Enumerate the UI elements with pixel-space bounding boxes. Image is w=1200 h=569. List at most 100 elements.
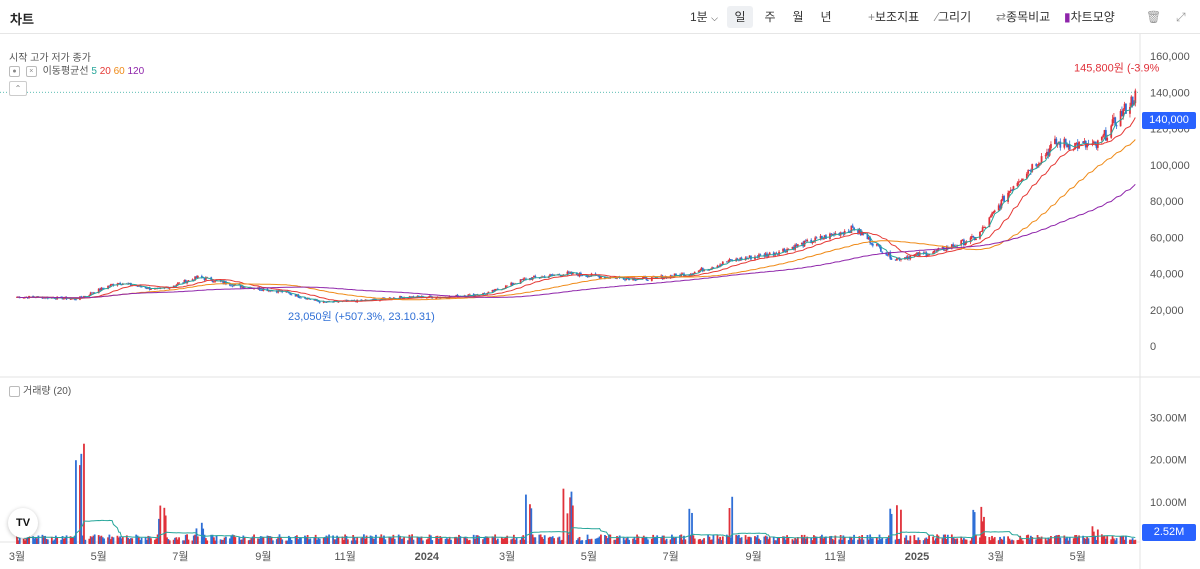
volume-bar bbox=[435, 536, 438, 544]
volume-bar bbox=[774, 540, 776, 544]
candle-body bbox=[32, 295, 34, 297]
volume-bar bbox=[989, 540, 992, 544]
volume-tick-label: 30.00M bbox=[1150, 412, 1187, 424]
volume-bar bbox=[1084, 538, 1087, 544]
candle-body bbox=[289, 292, 292, 295]
period-year[interactable]: 년 bbox=[820, 10, 832, 24]
volume-bar bbox=[772, 536, 775, 544]
volume-bar bbox=[829, 536, 831, 544]
candle-body bbox=[492, 289, 495, 292]
trash-icon[interactable]: 🗑 bbox=[1146, 10, 1162, 24]
period-day[interactable]: 일 bbox=[727, 6, 753, 28]
volume-bar bbox=[192, 535, 195, 544]
candle-body bbox=[1055, 138, 1058, 145]
candle-body bbox=[783, 248, 786, 251]
candle-body bbox=[1029, 170, 1032, 172]
expand-icon[interactable]: ⤢ bbox=[1176, 10, 1186, 24]
candle-body bbox=[598, 276, 601, 279]
candle-body bbox=[804, 240, 807, 242]
volume-bar bbox=[458, 534, 460, 544]
volume-bar bbox=[875, 537, 878, 544]
candle-body bbox=[1111, 119, 1114, 126]
volume-bar bbox=[539, 534, 542, 544]
stock-chart[interactable]: 020,00040,00060,00080,000100,000120,0001… bbox=[0, 34, 1200, 569]
interval-dropdown[interactable]: 1분 ⌵ bbox=[684, 6, 724, 28]
date-tick-label: 11월 bbox=[334, 550, 356, 563]
volume-bar bbox=[932, 536, 934, 544]
volume-bar bbox=[973, 512, 976, 544]
candle-body bbox=[971, 236, 973, 238]
ma-20: 20 bbox=[99, 66, 111, 77]
volume-bar bbox=[1008, 538, 1011, 544]
volume-bar bbox=[581, 540, 584, 544]
volume-bar bbox=[661, 535, 664, 544]
indicator-button[interactable]: +보조지표 bbox=[862, 6, 925, 28]
volume-bar bbox=[767, 539, 770, 544]
date-tick-label: 11월 bbox=[825, 550, 847, 563]
volume-bar bbox=[604, 535, 606, 544]
compare-button[interactable]: ⇄종목비교 bbox=[990, 6, 1056, 28]
tradingview-logo[interactable]: TV bbox=[8, 508, 38, 538]
date-tick-label: 9월 bbox=[255, 550, 271, 563]
volume-bar bbox=[699, 538, 701, 544]
volume-bar bbox=[1054, 535, 1056, 544]
volume-bar bbox=[261, 536, 263, 544]
volume-bar bbox=[345, 535, 348, 544]
candle-body bbox=[975, 238, 977, 241]
volume-bar bbox=[285, 540, 288, 544]
period-month[interactable]: 월 bbox=[792, 10, 804, 24]
candle-body bbox=[964, 242, 967, 246]
volume-bar bbox=[879, 539, 882, 544]
volume-bar bbox=[1017, 539, 1020, 544]
volume-bar bbox=[1123, 539, 1126, 544]
close-icon[interactable]: × bbox=[25, 65, 37, 77]
volume-bar bbox=[558, 536, 561, 544]
candle-body bbox=[796, 244, 799, 247]
date-tick-label: 2025 bbox=[905, 551, 929, 563]
ma-line-120 bbox=[16, 183, 1136, 299]
volume-bar bbox=[679, 535, 681, 544]
volume-bar bbox=[589, 539, 592, 544]
volume-bar bbox=[700, 540, 703, 544]
candle-body bbox=[109, 284, 112, 287]
volume-bar bbox=[203, 534, 206, 544]
volume-bar bbox=[1102, 536, 1105, 544]
volume-bar bbox=[100, 535, 103, 544]
volume-bar bbox=[65, 535, 68, 544]
candle-body bbox=[1092, 141, 1095, 144]
volume-bar bbox=[1055, 535, 1058, 544]
collapse-legend-button[interactable]: ⌃ bbox=[9, 81, 27, 96]
period-week[interactable]: 주 bbox=[764, 10, 776, 24]
volume-bar bbox=[984, 536, 987, 544]
eye-icon[interactable]: ● bbox=[9, 65, 20, 77]
candle-icon: ▮ bbox=[1064, 10, 1071, 24]
ma-line-60 bbox=[16, 139, 1136, 301]
candle-body bbox=[290, 294, 293, 296]
volume-bar bbox=[569, 497, 572, 544]
volume-bar bbox=[241, 539, 243, 544]
candle-body bbox=[1115, 125, 1118, 127]
volume-bar bbox=[693, 538, 696, 544]
volume-bar bbox=[833, 540, 835, 544]
candle-body bbox=[999, 205, 1001, 209]
volume-bar bbox=[230, 535, 233, 544]
volume-bar bbox=[425, 539, 428, 544]
draw-button[interactable]: ∕그리기 bbox=[930, 6, 977, 28]
candle-body bbox=[881, 251, 884, 253]
volume-bar bbox=[371, 536, 373, 544]
candle-body bbox=[721, 261, 724, 265]
volume-bar bbox=[483, 537, 486, 544]
candle-body bbox=[673, 273, 676, 277]
volume-bar bbox=[444, 538, 447, 544]
candle-body bbox=[317, 300, 320, 302]
volume-bar bbox=[838, 539, 841, 544]
volume-bar bbox=[1122, 535, 1125, 544]
eye-icon[interactable] bbox=[9, 385, 20, 397]
candle-body bbox=[869, 237, 872, 244]
volume-bar bbox=[1001, 539, 1004, 544]
volume-bar bbox=[717, 538, 720, 544]
volume-bar bbox=[360, 538, 363, 544]
chart-style-button[interactable]: ▮차트모양 bbox=[1058, 6, 1121, 28]
candle-body bbox=[1009, 189, 1012, 192]
volume-bar bbox=[99, 536, 101, 544]
